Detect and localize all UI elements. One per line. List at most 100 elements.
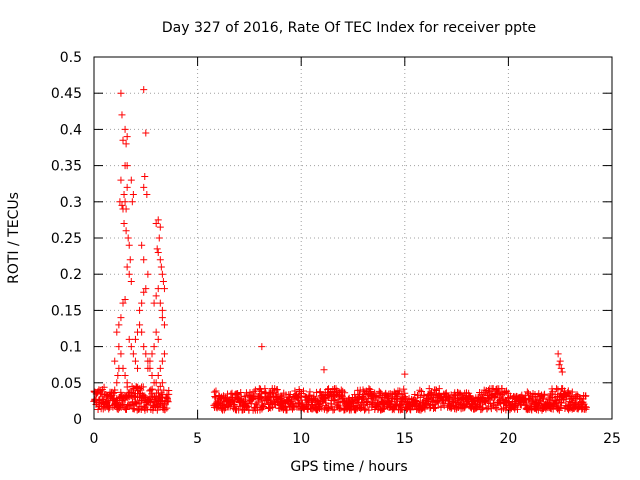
data-point	[152, 328, 160, 336]
data-point	[360, 394, 368, 402]
data-point	[260, 402, 268, 410]
data-point	[140, 288, 148, 296]
data-point	[320, 394, 328, 402]
data-point	[158, 314, 166, 322]
data-point	[148, 350, 156, 358]
data-point	[150, 299, 158, 307]
data-point	[118, 111, 126, 119]
data-point	[160, 350, 168, 358]
data-point	[158, 306, 166, 314]
data-point	[418, 388, 426, 396]
data-point	[400, 385, 408, 393]
chart-title: Day 327 of 2016, Rate Of TEC Index for r…	[162, 20, 536, 36]
data-point	[573, 391, 581, 399]
data-point	[362, 405, 370, 413]
data-point	[144, 270, 152, 278]
data-point	[257, 394, 265, 401]
data-point	[365, 406, 373, 414]
data-point	[568, 388, 576, 396]
data-point	[153, 406, 161, 414]
grid-lines	[94, 57, 612, 419]
data-point	[156, 223, 164, 231]
data-point	[154, 285, 162, 293]
data-point	[117, 314, 125, 322]
data-point	[147, 386, 155, 394]
data-point	[554, 405, 562, 413]
data-point	[331, 395, 339, 403]
data-point	[121, 162, 129, 170]
data-point	[160, 285, 168, 293]
y-tick-label: 0	[73, 412, 82, 428]
data-point	[131, 357, 139, 365]
data-point	[251, 386, 259, 394]
data-point	[140, 343, 148, 351]
data-point	[158, 270, 166, 278]
data-point	[148, 372, 156, 380]
data-point	[160, 321, 168, 329]
data-point	[127, 176, 135, 184]
data-point	[320, 366, 328, 374]
data-point	[116, 198, 124, 206]
data-point	[114, 372, 122, 380]
data-point	[239, 406, 247, 414]
data-point	[118, 201, 126, 209]
data-point	[556, 357, 564, 365]
data-point	[161, 406, 169, 414]
data-point	[129, 350, 137, 358]
axis-ticks: 0 5 10 15 20 25 0 0.05 0.1 0.15 0.2 0.25 0.3 0.35 0.4 0…	[51, 50, 621, 447]
data-point	[113, 379, 121, 387]
data-point	[254, 398, 262, 406]
data-point	[156, 256, 164, 264]
data-point	[152, 379, 160, 387]
data-point	[212, 387, 220, 395]
y-tick-label: 0.5	[60, 50, 82, 66]
data-point	[138, 241, 146, 249]
data-point	[111, 357, 119, 365]
data-point	[125, 270, 133, 278]
data-point	[128, 198, 136, 206]
data-point	[140, 86, 148, 94]
data-point	[123, 263, 131, 271]
data-point	[165, 387, 173, 395]
data-point	[117, 350, 125, 358]
data-point	[329, 406, 337, 414]
data-point	[157, 263, 165, 271]
data-point	[142, 285, 150, 293]
data-point	[115, 364, 123, 372]
data-point	[113, 328, 121, 336]
data-point	[298, 399, 306, 407]
data-point	[117, 89, 125, 97]
data-point	[341, 389, 349, 397]
data-point	[144, 364, 152, 372]
data-point	[152, 220, 160, 228]
data-point	[121, 125, 129, 133]
x-tick-label: 0	[90, 431, 99, 447]
data-point	[306, 391, 314, 399]
data-point	[416, 393, 424, 401]
data-point	[140, 183, 148, 191]
data-point	[117, 176, 125, 184]
data-point	[130, 393, 138, 401]
data-point	[142, 350, 150, 358]
data-point	[498, 385, 506, 393]
data-point	[141, 172, 149, 180]
data-point	[407, 406, 415, 414]
data-point	[524, 396, 532, 404]
data-point	[485, 388, 493, 396]
data-point	[156, 299, 164, 307]
data-point	[163, 397, 171, 405]
data-point	[127, 277, 135, 285]
data-point	[158, 379, 166, 387]
data-point	[234, 389, 242, 397]
data-point	[121, 296, 129, 304]
data-point	[513, 405, 521, 413]
data-point	[136, 321, 144, 329]
data-point	[122, 140, 130, 148]
data-point	[115, 321, 123, 329]
data-point	[153, 245, 161, 253]
data-point	[325, 404, 333, 412]
data-point	[124, 234, 132, 242]
data-point	[158, 357, 166, 365]
data-point	[111, 386, 119, 394]
